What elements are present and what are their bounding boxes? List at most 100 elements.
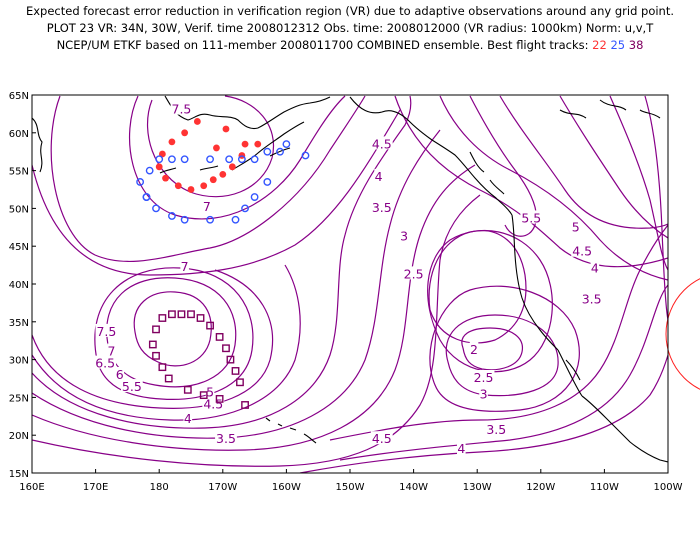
track-22-marker <box>174 182 182 190</box>
contour-label-bg <box>402 266 425 280</box>
track-25-marker <box>168 155 176 164</box>
lat-label: 35N <box>9 318 29 329</box>
lon-label: 160W <box>272 482 301 493</box>
track-22-marker <box>181 129 189 137</box>
track-25-marker <box>145 166 154 175</box>
contour-label-bg <box>580 291 603 305</box>
contour-6-5 <box>94 267 254 400</box>
coast-alaska-south <box>257 96 331 129</box>
track-38-marker <box>231 367 240 375</box>
contour-label: 3.5 <box>372 200 392 215</box>
track-25-marker <box>155 155 164 164</box>
axis-labels: 65N 60N 55N 50N 45N 40N 35N 30N 25N 20N 15N 160E 170… <box>9 91 683 493</box>
contour-label-bg <box>399 228 409 242</box>
contour-label-bg <box>180 258 189 272</box>
contour-7-south <box>106 277 237 388</box>
track-22-marker <box>193 118 201 125</box>
contour-3-5-west <box>32 194 481 467</box>
track-25-marker <box>276 147 284 156</box>
lat-label: 25N <box>9 393 29 404</box>
track-25-marker <box>225 155 234 164</box>
lon-label: 130W <box>463 482 492 493</box>
track-22-marker <box>200 182 208 190</box>
track-38-marker <box>164 374 173 383</box>
contour-label-bg <box>571 243 594 257</box>
contour-label: 5 <box>572 220 580 235</box>
contour-label: 6.5 <box>95 356 115 371</box>
contour-7-5-south <box>133 291 212 367</box>
title-line-3: NCEP/UM ETKF based on 111-member 2008011… <box>0 38 700 52</box>
lon-label: 180 <box>150 482 169 493</box>
contour-3-south <box>429 285 580 412</box>
track-38-marker <box>196 314 205 322</box>
contour-4-ne <box>439 95 668 281</box>
lon-label: 150W <box>336 482 365 493</box>
contour-label: 3.5 <box>486 422 506 437</box>
contour-label-bg <box>215 431 237 445</box>
lon-label: 170W <box>208 482 237 493</box>
track-25-marker <box>136 178 145 186</box>
title-line-1: Expected forecast error reduction in ver… <box>25 4 675 18</box>
title-line-3-text: NCEP/UM ETKF based on 111-member 2008011… <box>56 38 589 52</box>
contour-5-5 <box>32 264 301 421</box>
title-line-2: PLOT 23 VR: 34N, 30W, Verif. time 200801… <box>46 21 654 35</box>
lat-label: 20N <box>9 431 29 442</box>
contour-7-large <box>50 95 366 263</box>
coast-alaska-penin <box>231 121 305 171</box>
contour-4-5-ne2 <box>559 95 668 239</box>
contour-4-5-west <box>32 129 441 439</box>
lon-label: 110W <box>590 482 619 493</box>
track-38-marker <box>158 314 167 322</box>
track-22-marker <box>219 170 227 178</box>
lon-label: 160E <box>19 482 44 493</box>
contour-label: 7.5 <box>96 324 116 339</box>
track-22-marker <box>155 163 163 171</box>
contour-label-bg <box>115 366 125 380</box>
coast-hawaii <box>265 417 317 444</box>
track-25-marker <box>180 215 189 224</box>
contour-label: 4 <box>591 260 599 275</box>
track-22-marker <box>228 163 236 171</box>
contour-label: 4.5 <box>372 136 392 151</box>
contour-label-bg <box>571 219 581 233</box>
contour-label: 3.5 <box>216 431 236 446</box>
contour-label: 4.5 <box>572 244 592 259</box>
lat-label: 15N <box>9 469 29 480</box>
track-38-marker <box>241 401 249 409</box>
contour-label: 3 <box>400 229 408 244</box>
coast-bc <box>431 139 513 216</box>
track-38-marker <box>168 310 176 319</box>
track-25-marker <box>168 212 176 220</box>
track-22-marker <box>241 140 249 148</box>
track-25-marker <box>250 155 259 164</box>
coast-alaska-west <box>164 95 259 130</box>
contour-4-west <box>32 164 476 451</box>
coast-mexico <box>581 395 668 463</box>
contour-label: 2.5 <box>474 370 494 385</box>
contour-label-bg <box>94 355 117 369</box>
contour-label: 4 <box>375 169 383 184</box>
lat-label: 45N <box>9 242 29 253</box>
contour-label-bg <box>469 342 479 356</box>
coast-us-west <box>511 214 559 351</box>
verification-region-circle <box>665 278 700 390</box>
contour-7-5-north <box>146 95 275 198</box>
contour-label-bg <box>202 396 225 410</box>
track-25-marker <box>263 178 272 186</box>
track-label-38: 38 <box>628 38 644 52</box>
contour-label: 4.5 <box>372 431 392 446</box>
contour-east-edge <box>644 95 668 321</box>
track-label-25: 25 <box>610 38 626 52</box>
track-38-marker <box>187 310 195 319</box>
contour-4-south <box>339 284 668 461</box>
lat-label: 65N <box>9 91 29 102</box>
contour-2-5 <box>427 229 553 373</box>
contour-6 <box>32 269 274 409</box>
contour-label: 2.5 <box>404 266 424 281</box>
contour-7-north <box>128 95 346 220</box>
track-38-marker <box>199 391 208 400</box>
contour-label: 4 <box>457 441 465 456</box>
lon-label: 100W <box>654 482 683 493</box>
flight-tracks <box>136 118 310 409</box>
